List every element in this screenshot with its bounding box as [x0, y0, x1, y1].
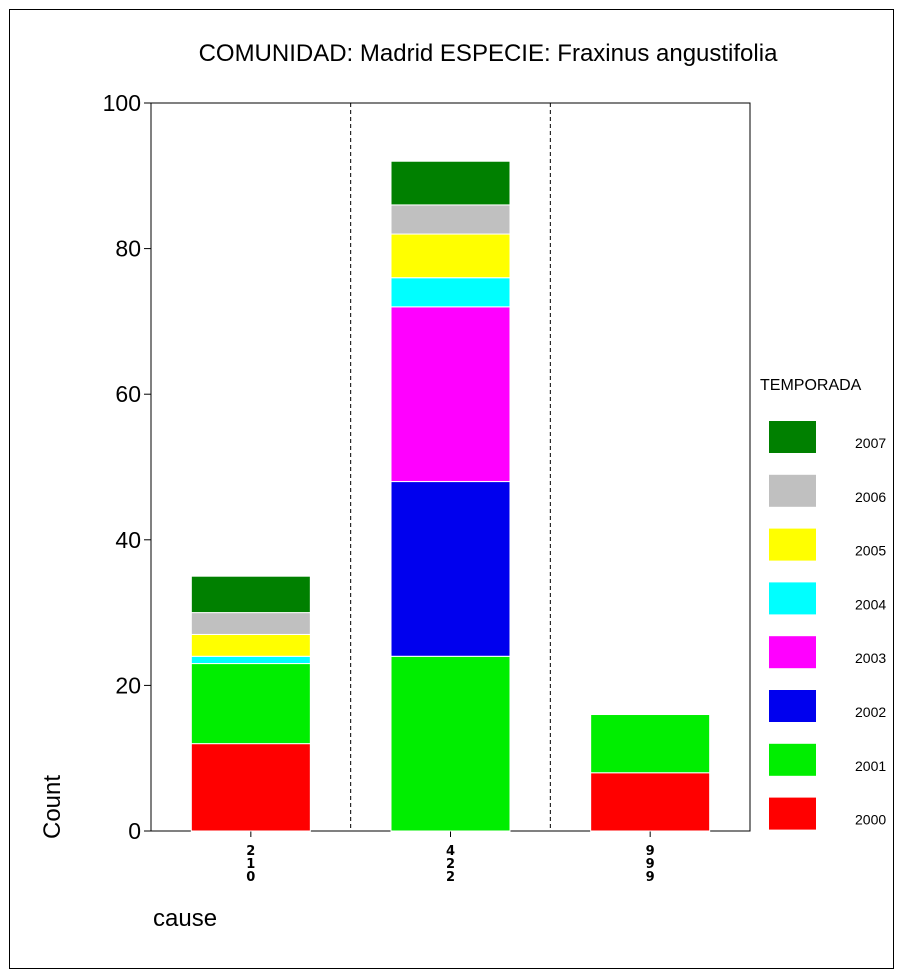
legend-swatch — [769, 421, 816, 453]
legend-label: 2004 — [855, 596, 886, 612]
x-axis-label: cause — [153, 905, 217, 932]
legend-swatch — [769, 474, 816, 507]
y-axis-label: Count — [39, 775, 66, 839]
legend-swatch — [769, 582, 816, 615]
legend-title: TEMPORADA — [760, 377, 862, 394]
bar-segment — [190, 663, 311, 745]
bar-segment — [390, 306, 511, 483]
legend-swatch — [769, 636, 816, 669]
bar-segment — [190, 612, 311, 635]
bar-segment — [390, 481, 511, 657]
legend-label: 2002 — [855, 704, 886, 720]
y-tick-label: 60 — [115, 381, 141, 407]
plot-area: 0 20 40 60 80 100 2 1 0 4 2 2 9 9 9 2007 2006 2005 2004 200… — [103, 90, 887, 885]
legend-label: 2003 — [855, 650, 886, 666]
bar-segment — [390, 160, 511, 206]
legend-label: 2007 — [855, 435, 886, 451]
bar-segment — [190, 655, 311, 665]
legend-swatch — [769, 528, 816, 561]
legend-swatch — [769, 743, 816, 776]
chart-title: COMUNIDAD: Madrid ESPECIE: Fraxinus angu… — [199, 40, 779, 67]
chart-frame: COMUNIDAD: Madrid ESPECIE: Fraxinus angu… — [9, 9, 894, 969]
legend-label: 2000 — [855, 812, 886, 828]
bar-segment — [390, 233, 511, 279]
chart-canvas: COMUNIDAD: Madrid ESPECIE: Fraxinus angu… — [39, 40, 887, 932]
bar-segment — [190, 633, 311, 657]
y-tick-label: 20 — [115, 672, 141, 698]
legend-label: 2006 — [855, 489, 886, 505]
y-tick-label: 40 — [115, 527, 141, 553]
bar-segment — [390, 277, 511, 308]
legend-label: 2005 — [855, 543, 886, 559]
bar-segment — [190, 743, 311, 832]
legend-label: 2001 — [855, 758, 886, 774]
y-tick-label: 80 — [115, 236, 141, 262]
bar-segment — [190, 575, 311, 614]
bar-segment — [390, 655, 511, 832]
legend-swatch — [769, 690, 816, 722]
bar-segment — [590, 714, 711, 774]
bar-segment — [390, 204, 511, 235]
legend-swatch — [769, 797, 816, 830]
y-tick-label: 100 — [103, 90, 141, 116]
bar-segment — [590, 772, 711, 832]
y-tick-label: 0 — [128, 818, 141, 844]
